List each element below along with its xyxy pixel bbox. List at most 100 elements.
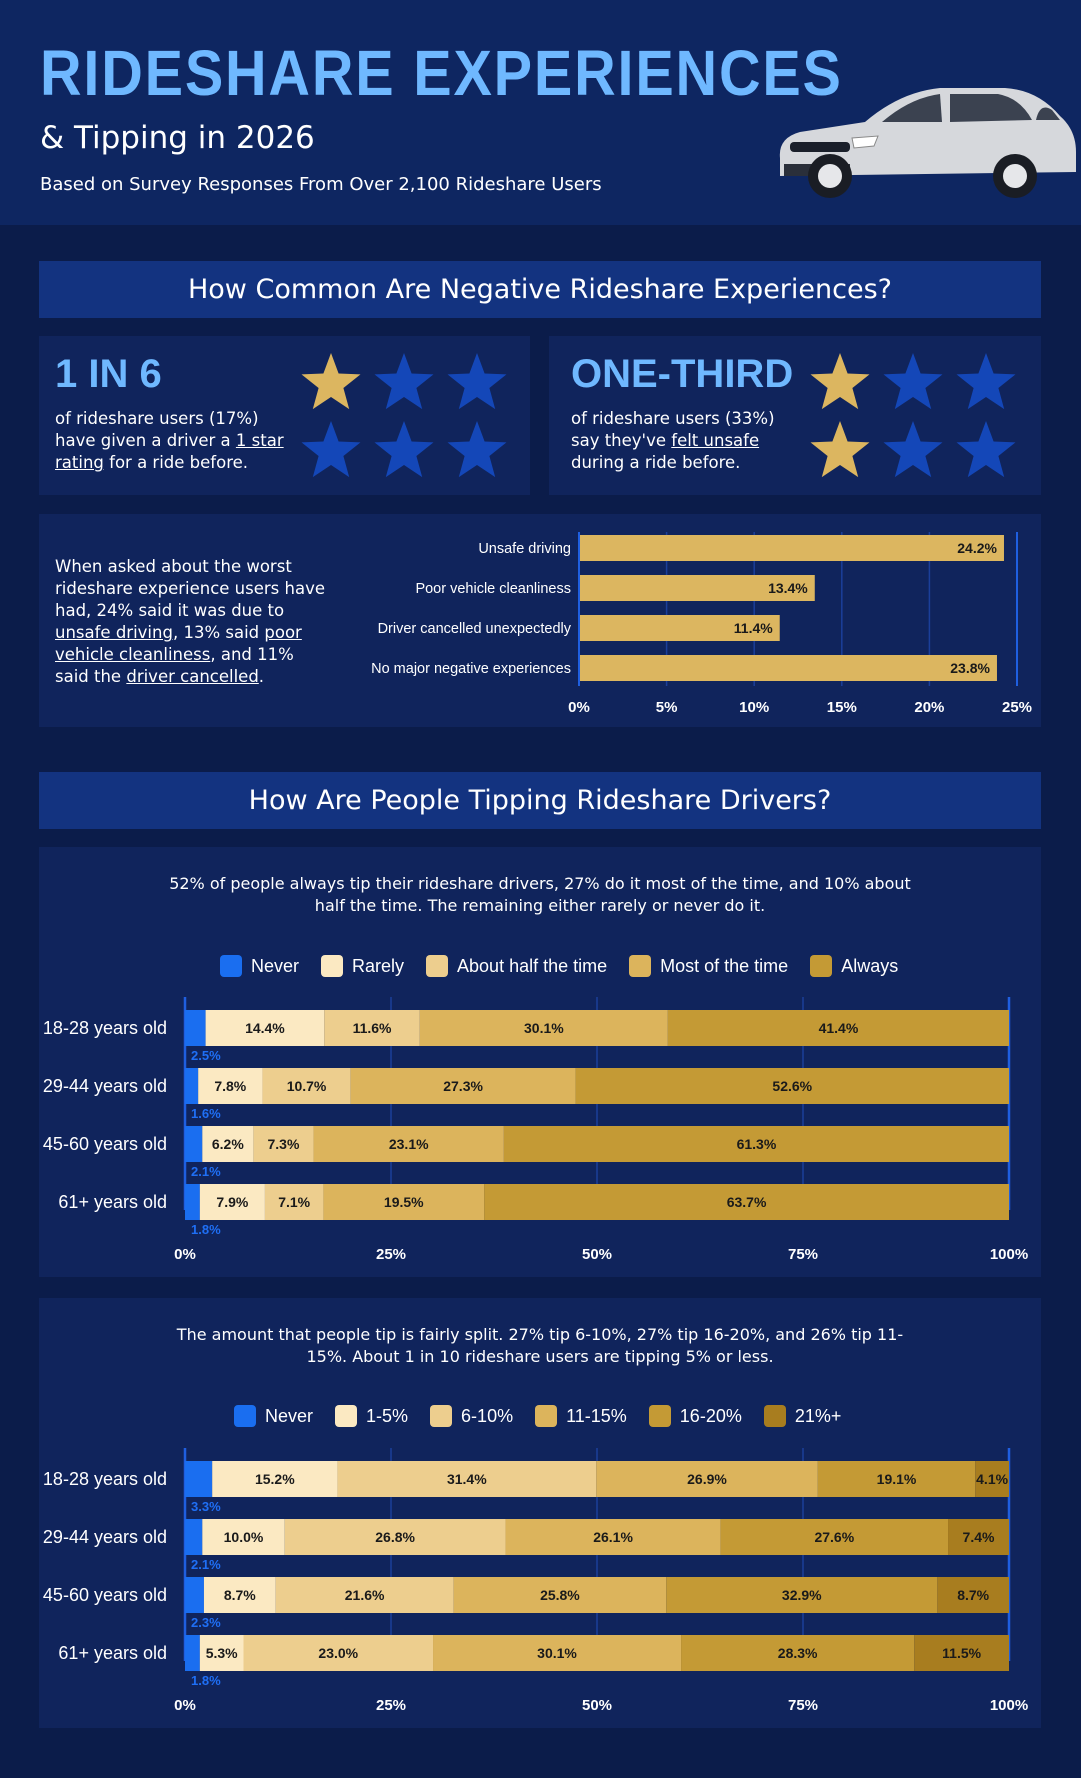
stacked-segment: [937, 1577, 1009, 1613]
page-title: RIDESHARE EXPERIENCES: [40, 37, 843, 109]
header-banner: RIDESHARE EXPERIENCES & Tipping in 2026 …: [0, 0, 1081, 225]
stacked-segment: [185, 1577, 204, 1613]
legend-swatch: [430, 1405, 453, 1427]
x-tick-label: 0%: [174, 1246, 196, 1263]
stacked-segment: [199, 1635, 244, 1671]
legend-swatch: [763, 1405, 786, 1427]
bar: [580, 535, 1004, 561]
tip-frequency-legend: Never Rarely About half the time Most of th…: [220, 955, 920, 977]
legend-label: 1-5%: [366, 1405, 409, 1426]
page-tagline: Based on Survey Responses From Over 2,10…: [40, 174, 602, 195]
segment-label: 27.3%: [443, 1078, 483, 1094]
stacked-segment: [199, 1184, 265, 1220]
stacked-segment: [205, 1010, 325, 1046]
segment-label: 15.2%: [255, 1471, 295, 1487]
page-subtitle: & Tipping in 2026: [40, 120, 315, 156]
tip-frequency-panel: 52% of people always tip their rideshare…: [39, 847, 1041, 1277]
legend-label: Most of the time: [660, 955, 789, 976]
stacked-segment: [202, 1126, 254, 1162]
star-icon: [447, 421, 507, 478]
segment-label: 2.3%: [191, 1615, 221, 1630]
section-heading-tipping: How Are People Tipping Rideshare Drivers…: [39, 772, 1041, 829]
x-tick-label: 10%: [739, 699, 769, 716]
x-tick-label: 50%: [582, 1246, 612, 1263]
segment-label: 5.3%: [206, 1645, 238, 1661]
legend-item: 1-5%: [335, 1405, 408, 1427]
legend-item: 16-20%: [648, 1405, 742, 1427]
category-label: Unsafe driving: [478, 541, 571, 557]
x-tick-label: 20%: [914, 699, 944, 716]
stacked-segment: [350, 1068, 576, 1104]
poor-cleanliness-link: poor vehicle cleanliness: [55, 623, 302, 664]
row-label: 29-44 years old: [43, 1527, 167, 1547]
legend-label: 21%+: [794, 1405, 842, 1426]
segment-label: 30.1%: [537, 1645, 577, 1661]
segment-label: 30.1%: [524, 1020, 564, 1036]
stacked-segment: [185, 1010, 206, 1046]
stacked-segment: [253, 1126, 314, 1162]
x-tick-label: 50%: [582, 1697, 612, 1714]
stacked-segment: [212, 1461, 338, 1497]
bar: [580, 655, 997, 681]
legend-swatch: [220, 955, 242, 977]
stacked-segment: [596, 1461, 818, 1497]
segment-label: 10.7%: [287, 1078, 327, 1094]
stacked-segment: [505, 1519, 721, 1555]
stacked-segment: [284, 1519, 506, 1555]
stat-1-in-6: 1 IN 6: [55, 352, 162, 396]
bar-value-label: 11.4%: [734, 620, 773, 636]
star-icon: [956, 353, 1016, 410]
driver-cancelled-link: driver cancelled: [126, 667, 259, 686]
stat-2-line1: of rideshare users (33%): [571, 409, 775, 428]
stat-2-line2: say they've felt unsafe: [571, 431, 760, 450]
legend-label: Always: [841, 955, 899, 976]
stacked-segment: [503, 1126, 1009, 1162]
stat-panel-1-star: 1 IN 6 of rideshare users (17%) have giv…: [39, 336, 530, 495]
x-tick-label: 25%: [376, 1246, 406, 1263]
stacked-segment: [313, 1126, 504, 1162]
stacked-segment: [185, 1635, 200, 1671]
segment-label: 2.1%: [191, 1164, 221, 1179]
x-tick-label: 0%: [568, 699, 590, 716]
stacked-segment: [453, 1577, 667, 1613]
legend-swatch: [648, 1405, 671, 1427]
segment-label: 1.8%: [191, 1222, 221, 1237]
tip-amount-panel: The amount that people tip is fairly spl…: [39, 1298, 1041, 1728]
legend-label: 6-10%: [461, 1405, 514, 1426]
segment-label: 63.7%: [727, 1194, 767, 1210]
stacked-segment: [720, 1519, 949, 1555]
rating-link: rating: [55, 453, 104, 472]
segment-label: 7.1%: [278, 1194, 310, 1210]
stacked-segment: [185, 1519, 203, 1555]
row-label: 45-60 years old: [43, 1585, 167, 1605]
bar-value-label: 13.4%: [768, 580, 808, 596]
segment-label: 23.0%: [318, 1645, 358, 1661]
segment-label: 10.0%: [224, 1529, 264, 1545]
x-tick-label: 100%: [990, 1697, 1028, 1714]
x-tick-label: 25%: [376, 1697, 406, 1714]
legend-item: 21%+: [763, 1405, 842, 1427]
segment-label: 1.6%: [191, 1106, 221, 1121]
legend-item: Most of the time: [629, 955, 788, 977]
felt-unsafe-link: felt unsafe: [671, 431, 760, 450]
segment-label: 26.9%: [687, 1471, 727, 1487]
stacked-segment: [975, 1461, 1009, 1497]
stacked-segment: [666, 1577, 938, 1613]
legend-swatch: [321, 955, 344, 977]
x-tick-label: 100%: [990, 1246, 1028, 1263]
stacked-segment: [243, 1635, 434, 1671]
segment-label: 11.6%: [353, 1020, 392, 1036]
stacked-segment: [419, 1010, 668, 1046]
segment-label: 19.5%: [384, 1194, 424, 1210]
x-tick-label: 75%: [788, 1697, 818, 1714]
stacked-segment: [914, 1635, 1009, 1671]
legend-item: Rarely: [321, 955, 404, 977]
stacked-segment: [264, 1184, 324, 1220]
tip-frequency-stacked-chart: 0% 25% 50% 75% 100% 18-28 years old 2.5% 14.4% 1…: [43, 997, 1028, 1263]
stacked-segment: [484, 1184, 1009, 1220]
row-label: 45-60 years old: [43, 1134, 167, 1154]
bar-value-label: 24.2%: [957, 540, 997, 556]
x-tick-label: 75%: [788, 1246, 818, 1263]
star-icon: [301, 421, 361, 478]
legend-item: 11-15%: [535, 1405, 627, 1427]
